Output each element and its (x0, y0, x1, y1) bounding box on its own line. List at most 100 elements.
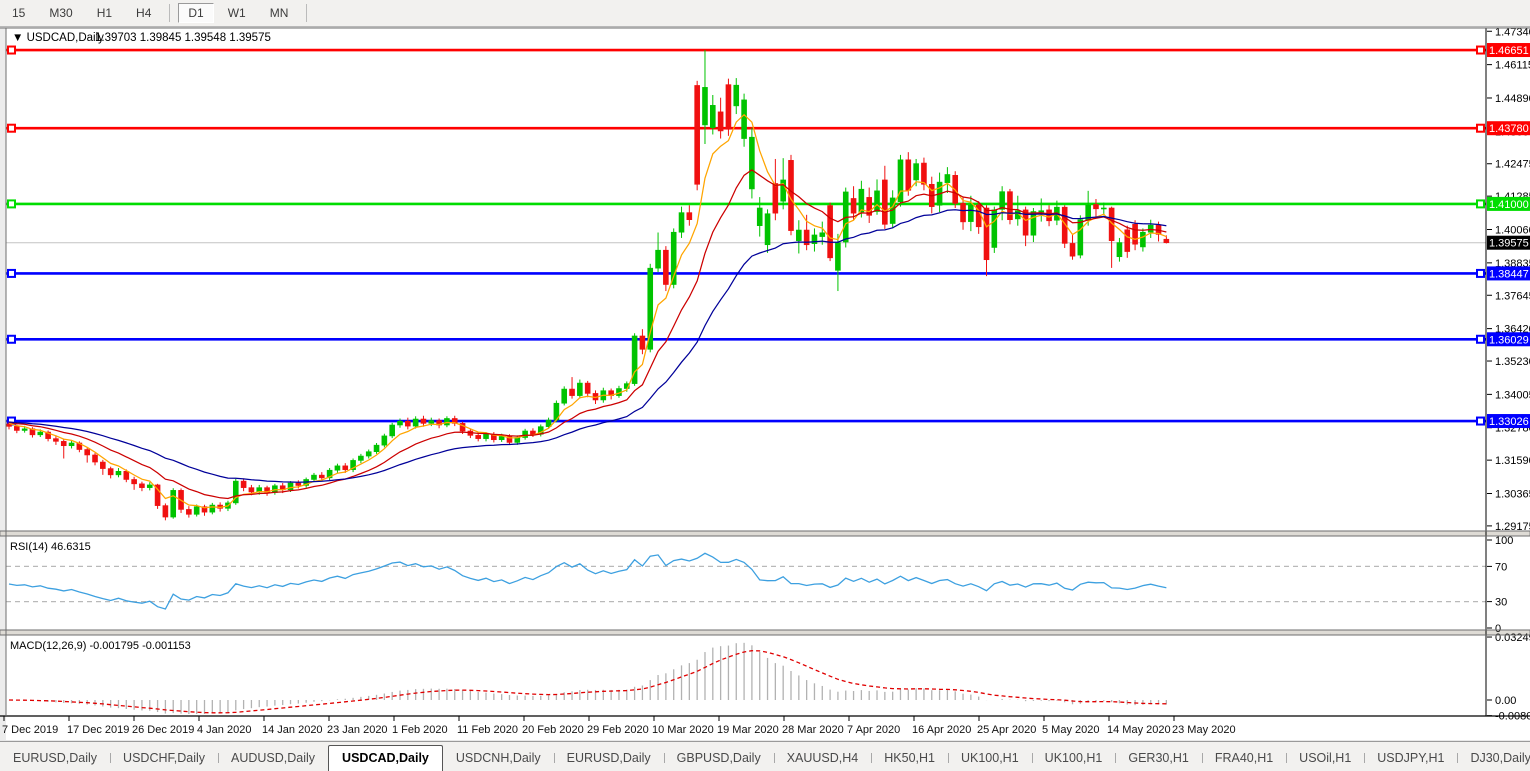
candle-body-bull (991, 209, 998, 248)
macd-tick-label: 0.00 (1495, 695, 1516, 707)
candle-body-bear (420, 418, 427, 424)
chart-tab-usdcnh-4[interactable]: USDCNH,Daily (455, 751, 541, 765)
time-tick-label: 7 Apr 2020 (847, 724, 900, 736)
candle-body-bull (756, 207, 763, 226)
timeframe-button-d1[interactable]: D1 (178, 3, 214, 23)
candle-body-bear (248, 487, 255, 493)
hline-right-handle[interactable] (1476, 45, 1485, 55)
candle-body-bear (905, 159, 912, 191)
candle-body-bull (358, 455, 364, 461)
candle-body-bear (850, 198, 857, 214)
time-tick-label: 11 Feb 2020 (457, 724, 518, 736)
chart-tab-xauusd-7[interactable]: XAUUSD,H4 (773, 747, 872, 771)
price-axis[interactable]: 1.473401.461151.448901.436651.424751.412… (1485, 26, 1530, 723)
candle-body-bear (1124, 229, 1131, 252)
time-tick-label: 20 Feb 2020 (522, 724, 584, 736)
price-tick-label: 1.30365 (1495, 488, 1530, 500)
chart-tab-eurusd-5[interactable]: EURUSD,Daily (553, 747, 664, 771)
candle-body-bear (318, 474, 325, 479)
candle-body-bear (45, 431, 51, 439)
hline-right-handle[interactable] (1476, 334, 1485, 344)
hline-right-handle[interactable] (1476, 123, 1485, 133)
chart-tab-ger30-11[interactable]: GER30,H1 (1115, 747, 1201, 771)
candle-body-bull (678, 212, 685, 233)
hline-axis-label: 1.46651 (1489, 45, 1529, 57)
hline-left-handle[interactable] (7, 334, 16, 344)
chart-tab-usdcad-3[interactable]: USDCAD,Daily (328, 745, 443, 771)
candle-body-bull (483, 433, 489, 439)
hline-right-handle[interactable] (1476, 416, 1485, 426)
pane-splitter-1[interactable] (0, 530, 1530, 537)
price-tick-label: 1.29175 (1495, 521, 1530, 533)
chart-tab-usdjpy-14[interactable]: USDJPY,H1 (1364, 747, 1457, 771)
rsi-tick-label: 0 (1495, 623, 1501, 635)
time-axis[interactable]: 7 Dec 2019 17 Dec 2019 26 Dec 2019 4 Jan 20… (0, 715, 1530, 736)
hline-axis-label: 1.33026 (1489, 416, 1529, 428)
candle-body-bull (631, 335, 638, 384)
candle-body-bull (796, 229, 802, 241)
hline-left-handle[interactable] (7, 199, 16, 209)
chart-tab-usdchf-1[interactable]: USDCHF,Daily (110, 747, 218, 771)
chart-tab-audusd-2[interactable]: AUDUSD,Daily (218, 747, 328, 771)
time-tick-label: 1 Feb 2020 (392, 724, 448, 736)
hline-right-handle[interactable] (1476, 199, 1485, 209)
chart-tab-uk100-10[interactable]: UK100,H1 (1031, 747, 1116, 771)
timeframe-button-w1[interactable]: W1 (227, 6, 246, 20)
time-tick-label: 23 Jan 2020 (327, 724, 388, 736)
candle-body-bear (882, 179, 888, 225)
candle-body-bull (858, 188, 865, 213)
time-tick-label: 10 Mar 2020 (652, 724, 714, 736)
candle-body-bear (131, 479, 137, 485)
candle-body-bull (897, 159, 904, 203)
candle-body-bull (655, 249, 661, 269)
chart-tab-gbpusd-6[interactable]: GBPUSD,Daily (663, 747, 774, 771)
timeframe-button-15[interactable]: 15 (12, 6, 26, 20)
candle-body-bull (749, 136, 755, 190)
candle-body-bear (107, 468, 114, 476)
candle-body-bull (561, 388, 568, 404)
hline-axis-label: 1.36029 (1489, 334, 1529, 346)
time-tick-label: 7 Dec 2019 (2, 724, 58, 736)
candle-body-bull (373, 444, 380, 452)
candle-body-bull (68, 442, 75, 447)
chart-tab-dj30-15[interactable]: DJ30,Daily (1457, 747, 1530, 771)
hline-right-handle[interactable] (1476, 268, 1485, 278)
chart-tab-hk50-8[interactable]: HK50,H1 (871, 747, 948, 771)
timeframe-button-h4[interactable]: H4 (136, 6, 152, 20)
candle-body-bull (115, 471, 122, 476)
ma-fast-line (8, 113, 1167, 509)
hline-left-handle[interactable] (7, 123, 16, 133)
candle-body-bear (295, 482, 302, 486)
chart-tab-eurusd-0[interactable]: EURUSD,Daily (13, 751, 98, 765)
candle-body-bear (569, 388, 575, 396)
price-tick-label: 1.35230 (1495, 356, 1530, 368)
candle-body-bear (53, 438, 59, 442)
time-tick-label: 4 Jan 2020 (197, 724, 251, 736)
candle-body-bear (201, 506, 208, 513)
rsi-line (8, 552, 1167, 610)
price-tick-label: 1.31590 (1495, 455, 1530, 467)
macd-tick-label: -0.00808 (1495, 711, 1530, 723)
candle-body-bull (733, 84, 740, 107)
pane-splitter-2[interactable] (0, 629, 1530, 636)
timeframe-button-h1[interactable]: H1 (96, 6, 113, 20)
candle-body-bear (1132, 224, 1138, 245)
candle-body-bull (741, 99, 747, 139)
chart-tab-uk100-9[interactable]: UK100,H1 (947, 747, 1032, 771)
timeframe-button-mn[interactable]: MN (269, 6, 289, 20)
chart-tab-fra40-12[interactable]: FRA40,H1 (1201, 747, 1286, 771)
hline-axis-label: 1.43780 (1489, 123, 1529, 135)
candle-body-bull (545, 419, 552, 427)
candle-body-bull (334, 465, 341, 471)
left-gutter (0, 28, 6, 740)
chart-tab-usoil-13[interactable]: USOil,H1 (1286, 747, 1364, 771)
hline-left-handle[interactable] (7, 45, 16, 55)
candle-body-bear (803, 229, 810, 246)
candle-body-bear (186, 509, 192, 515)
candle-body-bull (835, 242, 841, 271)
hline-left-handle[interactable] (7, 268, 16, 278)
timeframe-button-m30[interactable]: M30 (49, 6, 73, 20)
